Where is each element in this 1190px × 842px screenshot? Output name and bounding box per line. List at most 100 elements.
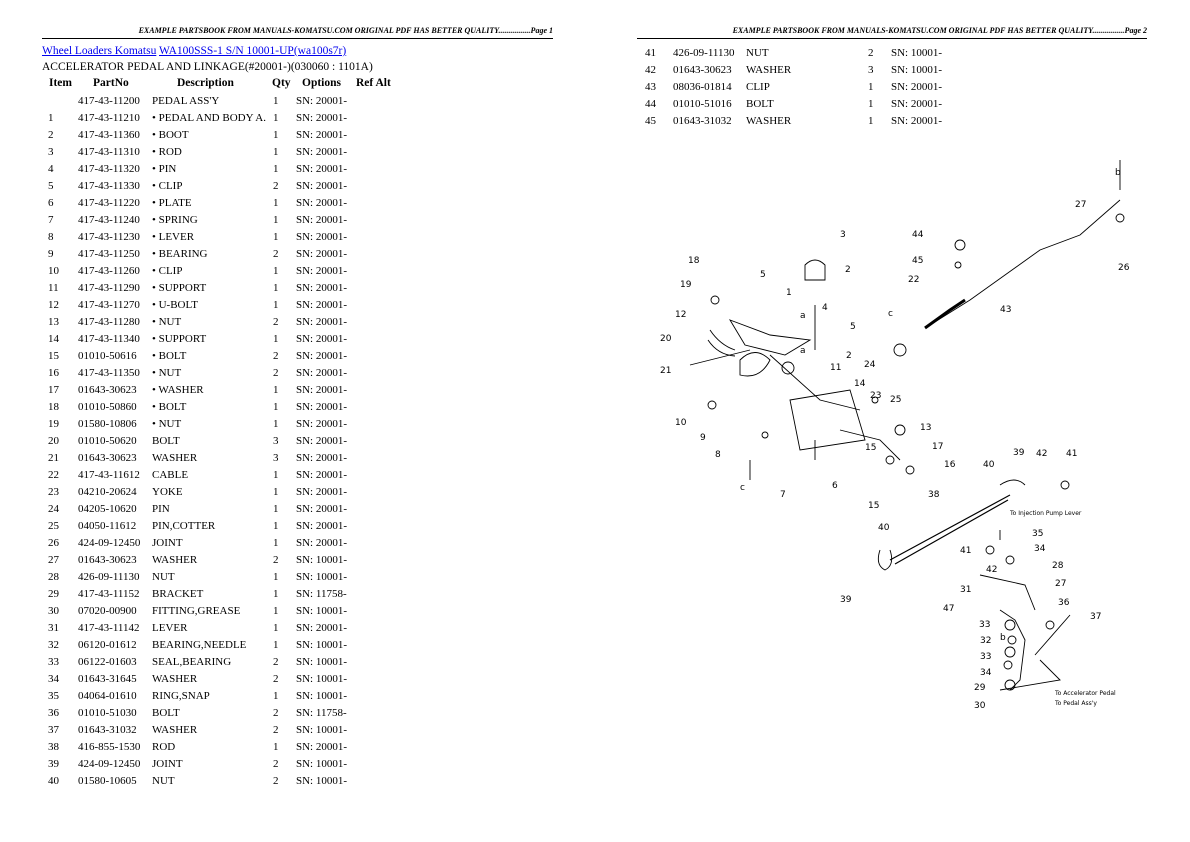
quantity: 1 (273, 418, 279, 430)
part-number: 417-43-11340 (78, 333, 140, 345)
description: • SUPPORT (152, 282, 207, 294)
quantity: 2 (273, 316, 279, 328)
callout-label: 27 (1055, 579, 1066, 589)
options: SN: 10001- (296, 758, 348, 770)
quantity: 2 (273, 554, 279, 566)
options: SN: 20001- (296, 129, 348, 141)
part-number: 01580-10605 (78, 775, 137, 787)
options: SN: 20001- (296, 180, 348, 192)
callout-label: 21 (660, 366, 671, 376)
quantity: 1 (273, 486, 279, 498)
item-number: 33 (48, 656, 59, 668)
part-number: 424-09-12450 (78, 537, 141, 549)
callout-label: c (888, 309, 893, 319)
item-number: 28 (48, 571, 59, 583)
item-number: 42 (645, 64, 656, 76)
item-number: 8 (48, 231, 54, 243)
part-number: 01643-31032 (78, 724, 137, 736)
item-number: 23 (48, 486, 59, 498)
part-number: 01010-51016 (673, 98, 732, 110)
callout-label: 42 (986, 565, 997, 575)
part-number: 417-43-11230 (78, 231, 140, 243)
quantity: 1 (273, 129, 279, 141)
part-number: 426-09-11130 (78, 571, 140, 583)
item-number: 24 (48, 503, 59, 515)
options: SN: 10001- (296, 656, 348, 668)
options: SN: 20001- (296, 503, 348, 515)
part-number: 04210-20624 (78, 486, 137, 498)
callout-label: 32 (980, 636, 991, 646)
col-header-description: Description (177, 77, 234, 89)
callout-label: 3 (840, 230, 846, 240)
description: ROD (152, 741, 176, 753)
description: PEDAL ASS'Y (152, 95, 220, 107)
options: SN: 10001- (296, 775, 348, 787)
description: • SUPPORT (152, 333, 207, 345)
options: SN: 20001- (296, 299, 348, 311)
item-number: 22 (48, 469, 59, 481)
description: • PEDAL AND BODY A. (152, 112, 266, 124)
part-number: 416-855-1530 (78, 741, 141, 753)
description: • CLIP (152, 180, 183, 192)
options: SN: 20001- (296, 486, 348, 498)
quantity: 2 (273, 656, 279, 668)
quantity: 2 (273, 367, 279, 379)
part-number: 417-43-11320 (78, 163, 140, 175)
description: CLIP (746, 81, 770, 93)
callout-label: 5 (850, 322, 856, 332)
quantity: 1 (273, 588, 279, 600)
options: SN: 20001- (891, 115, 943, 127)
part-number: 417-43-11350 (78, 367, 140, 379)
quantity: 1 (273, 571, 279, 583)
description: RING,SNAP (152, 690, 210, 702)
part-number: 417-43-11220 (78, 197, 140, 209)
breadcrumb-category-link[interactable]: Wheel Loaders Komatsu (42, 45, 157, 57)
item-number: 16 (48, 367, 59, 379)
item-number: 11 (48, 282, 59, 294)
callout-label: 37 (1090, 612, 1101, 622)
callout-label: a (800, 311, 806, 321)
description: NUT (746, 47, 769, 59)
part-number: 06120-01612 (78, 639, 137, 651)
callout-label: 5 (760, 270, 766, 280)
options: SN: 20001- (296, 231, 348, 243)
callout-label: 34 (980, 668, 992, 678)
description: • WASHER (152, 384, 204, 396)
callout-label: 40 (878, 523, 890, 533)
options: SN: 11758- (296, 588, 347, 600)
options: SN: 20001- (296, 520, 348, 532)
item-number: 7 (48, 214, 54, 226)
quantity: 1 (273, 282, 279, 294)
page-2-header: EXAMPLE PARTSBOOK FROM MANUALS-KOMATSU.C… (637, 26, 1147, 39)
part-number: 417-43-11612 (78, 469, 140, 481)
quantity: 3 (273, 435, 279, 447)
page-1-header: EXAMPLE PARTSBOOK FROM MANUALS-KOMATSU.C… (42, 26, 553, 39)
callout-label: 35 (1032, 529, 1043, 539)
quantity: 1 (273, 469, 279, 481)
item-number: 21 (48, 452, 59, 464)
item-number: 36 (48, 707, 59, 719)
options: SN: 20001- (296, 316, 348, 328)
description: NUT (152, 571, 175, 583)
quantity: 1 (273, 95, 279, 107)
callout-label: 44 (912, 230, 924, 240)
callout-label: 22 (908, 275, 919, 285)
item-number: 17 (48, 384, 59, 396)
col-header-qty: Qty (272, 77, 291, 89)
item-number: 4 (48, 163, 54, 175)
description: NUT (152, 775, 175, 787)
part-number: 01643-30623 (78, 384, 137, 396)
description: • CLIP (152, 265, 183, 277)
callout-label: 6 (832, 481, 838, 491)
breadcrumb-model-link[interactable]: WA100SSS-1 S/N 10001-UP(wa100s7r) (159, 45, 347, 57)
quantity: 2 (273, 350, 279, 362)
callout-label: 33 (980, 652, 991, 662)
diagram-note: To Pedal Ass'y (1054, 700, 1097, 707)
description: • BEARING (152, 248, 208, 260)
quantity: 1 (273, 299, 279, 311)
options: SN: 10001- (296, 690, 348, 702)
quantity: 1 (273, 520, 279, 532)
item-number: 2 (48, 129, 54, 141)
part-number: 01010-50616 (78, 350, 137, 362)
